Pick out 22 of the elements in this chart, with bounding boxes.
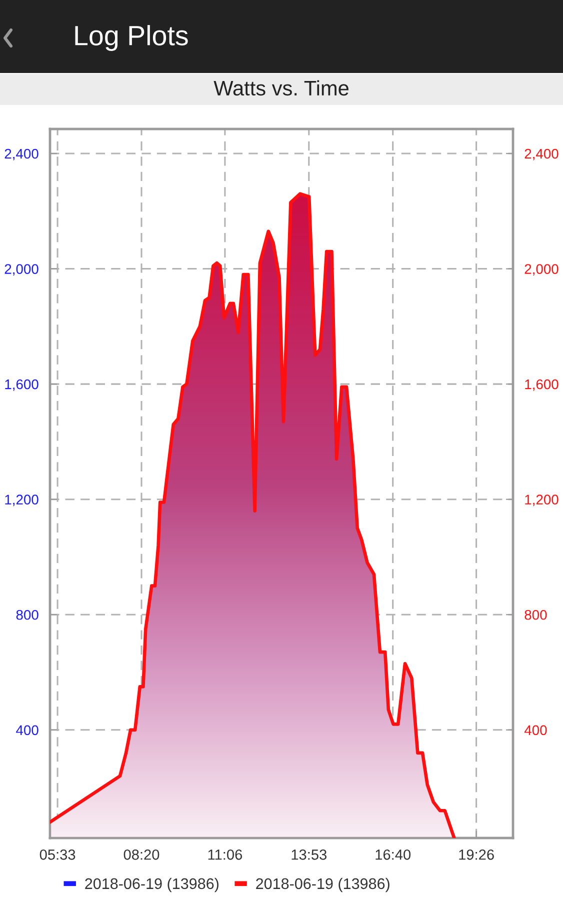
chart-title: Log Plots — [75, 25, 188, 51]
legend-label: 2018-06-19 (13986) — [85, 878, 218, 892]
y-tick-label: 400 — [16, 725, 38, 736]
y-tick-label: 2,400 — [4, 148, 38, 160]
y2-tick-label: 400 — [524, 725, 547, 736]
y2-tick-label: 1,200 — [525, 494, 558, 506]
y2-tick-label: 1,600 — [525, 379, 558, 391]
x-tick-label: 13:53 — [292, 849, 327, 860]
x-tick-label: 16:40 — [376, 849, 411, 860]
legend-label: 2018-06-19 (13986) — [256, 878, 390, 892]
y-tick-label: 1,200 — [5, 494, 38, 506]
x-tick-label: 05:33 — [40, 849, 76, 860]
x-tick-label: 19:26 — [459, 849, 494, 860]
y2-tick-label: 2,400 — [524, 148, 558, 160]
y-tick-label: 2,000 — [4, 264, 38, 276]
y2-tick-label: 2,000 — [524, 264, 558, 276]
y-tick-label: 1,600 — [5, 379, 38, 391]
x-tick-label: 08:20 — [124, 849, 160, 860]
x-tick-label: 11:06 — [208, 849, 242, 860]
chart-subtitle: Watts vs. Time — [214, 80, 348, 96]
y2-tick-label: 800 — [524, 610, 547, 620]
y-tick-label: 800 — [16, 610, 38, 620]
